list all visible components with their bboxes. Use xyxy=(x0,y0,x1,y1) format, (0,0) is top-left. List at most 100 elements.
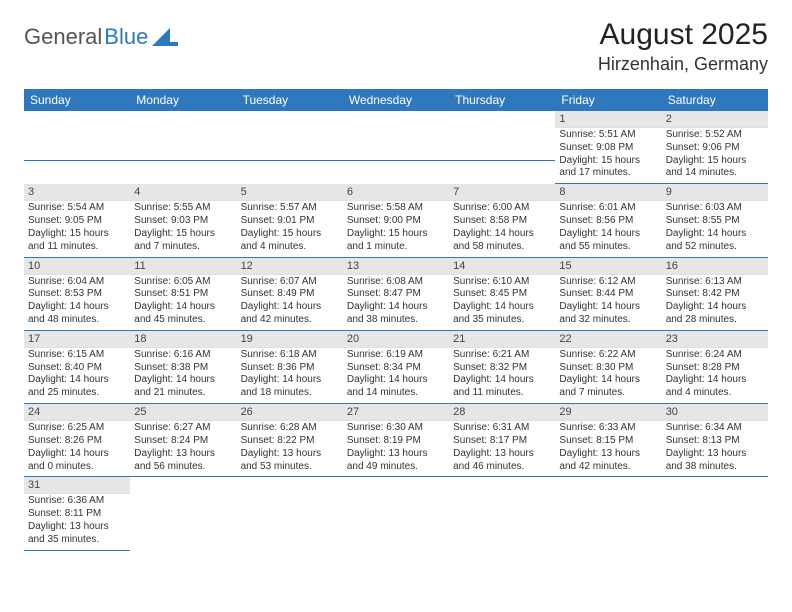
day-body: Sunrise: 6:07 AMSunset: 8:49 PMDaylight:… xyxy=(237,275,343,331)
calendar-cell xyxy=(237,477,343,550)
calendar-head: SundayMondayTuesdayWednesdayThursdayFrid… xyxy=(24,89,768,111)
calendar-cell: 1Sunrise: 5:51 AMSunset: 9:08 PMDaylight… xyxy=(555,111,661,184)
sunrise-text: Sunrise: 6:05 AM xyxy=(134,276,232,289)
empty-cell xyxy=(130,111,236,161)
calendar-cell xyxy=(449,111,555,184)
calendar-row: 24Sunrise: 6:25 AMSunset: 8:26 PMDayligh… xyxy=(24,404,768,477)
day-number: 6 xyxy=(343,184,449,201)
calendar-row: 3Sunrise: 5:54 AMSunset: 9:05 PMDaylight… xyxy=(24,184,768,257)
sunset-text: Sunset: 9:05 PM xyxy=(28,215,126,228)
sunset-text: Sunset: 8:36 PM xyxy=(241,362,339,375)
calendar-row: 1Sunrise: 5:51 AMSunset: 9:08 PMDaylight… xyxy=(24,111,768,184)
sunrise-text: Sunrise: 5:55 AM xyxy=(134,202,232,215)
sunset-text: Sunset: 9:08 PM xyxy=(559,142,657,155)
day-body: Sunrise: 6:28 AMSunset: 8:22 PMDaylight:… xyxy=(237,421,343,477)
sunrise-text: Sunrise: 6:18 AM xyxy=(241,349,339,362)
sunrise-text: Sunrise: 6:24 AM xyxy=(666,349,764,362)
day-body: Sunrise: 5:54 AMSunset: 9:05 PMDaylight:… xyxy=(24,201,130,257)
daylight-text: Daylight: 14 hours and 32 minutes. xyxy=(559,301,657,327)
day-number: 19 xyxy=(237,331,343,348)
day-number: 25 xyxy=(130,404,236,421)
sunrise-text: Sunrise: 5:54 AM xyxy=(28,202,126,215)
calendar-cell xyxy=(24,111,130,184)
day-number: 16 xyxy=(662,258,768,275)
calendar-cell: 26Sunrise: 6:28 AMSunset: 8:22 PMDayligh… xyxy=(237,404,343,477)
sunrise-text: Sunrise: 5:52 AM xyxy=(666,129,764,142)
daylight-text: Daylight: 15 hours and 4 minutes. xyxy=(241,228,339,254)
sunrise-text: Sunrise: 6:12 AM xyxy=(559,276,657,289)
daylight-text: Daylight: 13 hours and 49 minutes. xyxy=(347,448,445,474)
sunrise-text: Sunrise: 6:31 AM xyxy=(453,422,551,435)
sunset-text: Sunset: 8:42 PM xyxy=(666,288,764,301)
day-body: Sunrise: 5:52 AMSunset: 9:06 PMDaylight:… xyxy=(662,128,768,184)
daylight-text: Daylight: 14 hours and 55 minutes. xyxy=(559,228,657,254)
day-number: 28 xyxy=(449,404,555,421)
calendar-cell: 6Sunrise: 5:58 AMSunset: 9:00 PMDaylight… xyxy=(343,184,449,257)
calendar-cell: 21Sunrise: 6:21 AMSunset: 8:32 PMDayligh… xyxy=(449,331,555,404)
sunrise-text: Sunrise: 5:51 AM xyxy=(559,129,657,142)
daylight-text: Daylight: 15 hours and 14 minutes. xyxy=(666,155,764,181)
sunset-text: Sunset: 8:58 PM xyxy=(453,215,551,228)
empty-cell xyxy=(24,111,130,161)
calendar-cell: 12Sunrise: 6:07 AMSunset: 8:49 PMDayligh… xyxy=(237,258,343,331)
sunrise-text: Sunrise: 6:22 AM xyxy=(559,349,657,362)
day-number: 2 xyxy=(662,111,768,128)
calendar-cell: 4Sunrise: 5:55 AMSunset: 9:03 PMDaylight… xyxy=(130,184,236,257)
daylight-text: Daylight: 14 hours and 28 minutes. xyxy=(666,301,764,327)
daylight-text: Daylight: 14 hours and 42 minutes. xyxy=(241,301,339,327)
day-number: 18 xyxy=(130,331,236,348)
daylight-text: Daylight: 14 hours and 48 minutes. xyxy=(28,301,126,327)
day-body: Sunrise: 6:24 AMSunset: 8:28 PMDaylight:… xyxy=(662,348,768,404)
daylight-text: Daylight: 14 hours and 18 minutes. xyxy=(241,374,339,400)
calendar-cell: 30Sunrise: 6:34 AMSunset: 8:13 PMDayligh… xyxy=(662,404,768,477)
sunrise-text: Sunrise: 6:21 AM xyxy=(453,349,551,362)
day-number: 12 xyxy=(237,258,343,275)
daylight-text: Daylight: 15 hours and 1 minute. xyxy=(347,228,445,254)
calendar-cell xyxy=(237,111,343,184)
sunset-text: Sunset: 8:26 PM xyxy=(28,435,126,448)
sunrise-text: Sunrise: 6:00 AM xyxy=(453,202,551,215)
sunrise-text: Sunrise: 6:13 AM xyxy=(666,276,764,289)
daylight-text: Daylight: 13 hours and 42 minutes. xyxy=(559,448,657,474)
day-number: 14 xyxy=(449,258,555,275)
sunset-text: Sunset: 8:13 PM xyxy=(666,435,764,448)
sunrise-text: Sunrise: 6:36 AM xyxy=(28,495,126,508)
header: GeneralBlue August 2025 Hirzenhain, Germ… xyxy=(24,18,768,75)
sunset-text: Sunset: 8:28 PM xyxy=(666,362,764,375)
day-body: Sunrise: 6:21 AMSunset: 8:32 PMDaylight:… xyxy=(449,348,555,404)
weekday-header: Sunday xyxy=(24,89,130,111)
sunset-text: Sunset: 8:17 PM xyxy=(453,435,551,448)
calendar-cell: 16Sunrise: 6:13 AMSunset: 8:42 PMDayligh… xyxy=(662,258,768,331)
calendar-row: 31Sunrise: 6:36 AMSunset: 8:11 PMDayligh… xyxy=(24,477,768,550)
day-body: Sunrise: 5:51 AMSunset: 9:08 PMDaylight:… xyxy=(555,128,661,184)
day-body: Sunrise: 6:30 AMSunset: 8:19 PMDaylight:… xyxy=(343,421,449,477)
sunset-text: Sunset: 8:44 PM xyxy=(559,288,657,301)
sunset-text: Sunset: 8:22 PM xyxy=(241,435,339,448)
sunset-text: Sunset: 8:24 PM xyxy=(134,435,232,448)
day-body: Sunrise: 6:22 AMSunset: 8:30 PMDaylight:… xyxy=(555,348,661,404)
sunrise-text: Sunrise: 6:07 AM xyxy=(241,276,339,289)
calendar-cell: 5Sunrise: 5:57 AMSunset: 9:01 PMDaylight… xyxy=(237,184,343,257)
calendar-cell xyxy=(130,477,236,550)
title-block: August 2025 Hirzenhain, Germany xyxy=(598,18,768,75)
calendar-cell: 10Sunrise: 6:04 AMSunset: 8:53 PMDayligh… xyxy=(24,258,130,331)
sunrise-text: Sunrise: 6:33 AM xyxy=(559,422,657,435)
daylight-text: Daylight: 13 hours and 46 minutes. xyxy=(453,448,551,474)
day-number: 23 xyxy=(662,331,768,348)
sunset-text: Sunset: 8:34 PM xyxy=(347,362,445,375)
daylight-text: Daylight: 14 hours and 58 minutes. xyxy=(453,228,551,254)
daylight-text: Daylight: 14 hours and 11 minutes. xyxy=(453,374,551,400)
day-number: 21 xyxy=(449,331,555,348)
calendar-body: 1Sunrise: 5:51 AMSunset: 9:08 PMDaylight… xyxy=(24,111,768,551)
logo-text-2: Blue xyxy=(104,24,148,50)
sunset-text: Sunset: 8:32 PM xyxy=(453,362,551,375)
day-number: 5 xyxy=(237,184,343,201)
sunrise-text: Sunrise: 5:57 AM xyxy=(241,202,339,215)
daylight-text: Daylight: 14 hours and 14 minutes. xyxy=(347,374,445,400)
daylight-text: Daylight: 15 hours and 7 minutes. xyxy=(134,228,232,254)
empty-cell xyxy=(237,111,343,161)
daylight-text: Daylight: 13 hours and 56 minutes. xyxy=(134,448,232,474)
calendar-cell: 17Sunrise: 6:15 AMSunset: 8:40 PMDayligh… xyxy=(24,331,130,404)
weekday-header: Wednesday xyxy=(343,89,449,111)
day-number: 10 xyxy=(24,258,130,275)
